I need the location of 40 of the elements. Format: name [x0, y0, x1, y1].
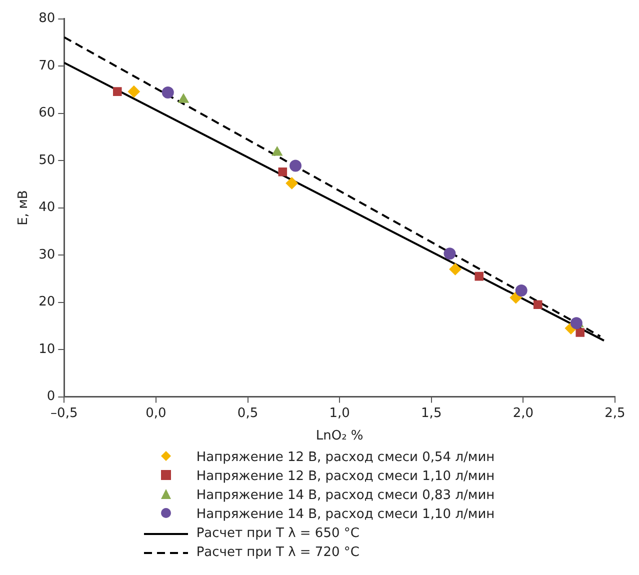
y-tick-label: 80: [38, 11, 56, 26]
point: [449, 263, 462, 276]
legend-label: Напряжение 14 В, расход смеси 0,83 л/мин: [196, 487, 495, 505]
y-tick-label: 30: [38, 247, 56, 262]
point: [290, 160, 302, 172]
point: [510, 292, 522, 304]
x-tick-label: 1,5: [421, 406, 442, 421]
point: [272, 146, 282, 156]
point: [515, 284, 528, 296]
legend-label: Напряжение 14 В, расход смеси 1,10 л/мин: [196, 506, 495, 524]
x-tick-label: 2,5: [604, 406, 626, 421]
point: [128, 86, 140, 98]
y-tick-label: 10: [38, 342, 56, 357]
point: [533, 300, 542, 310]
point: [278, 168, 288, 176]
point: [178, 94, 189, 103]
y-tick-label: 70: [38, 58, 56, 74]
y-tick-label: 0: [46, 389, 56, 404]
x-tick-label: 0,5: [237, 406, 258, 421]
legend-label: Напряжение 12 В, расход смеси 1,10 л/мин: [196, 468, 495, 486]
legend-label: Напряжение 12 В, расход смеси 0,54 л/мин: [196, 449, 495, 467]
x-tick-label: –0,5: [50, 406, 78, 421]
y-tick-label: 60: [38, 106, 56, 121]
x-axis-title: LnO₂ %: [316, 428, 364, 444]
x-tick-label: 0,0: [146, 406, 166, 421]
y-tick-label: 20: [38, 294, 56, 310]
point: [444, 248, 456, 260]
y-tick-label: 50: [38, 152, 56, 168]
point: [474, 272, 484, 281]
y-tick-label: 40: [38, 200, 56, 216]
point: [162, 86, 174, 99]
point: [113, 87, 122, 96]
y-axis-title: E, мВ: [16, 190, 32, 226]
point: [570, 317, 582, 330]
x-tick-label: 2,0: [512, 406, 534, 421]
legend-label: Расчет при T λ = 720 °C: [196, 544, 360, 562]
x-tick-label: 1,0: [329, 406, 350, 421]
legend-label: Расчет при T λ = 650 °C: [196, 525, 360, 543]
point: [576, 328, 584, 337]
point: [286, 177, 298, 190]
